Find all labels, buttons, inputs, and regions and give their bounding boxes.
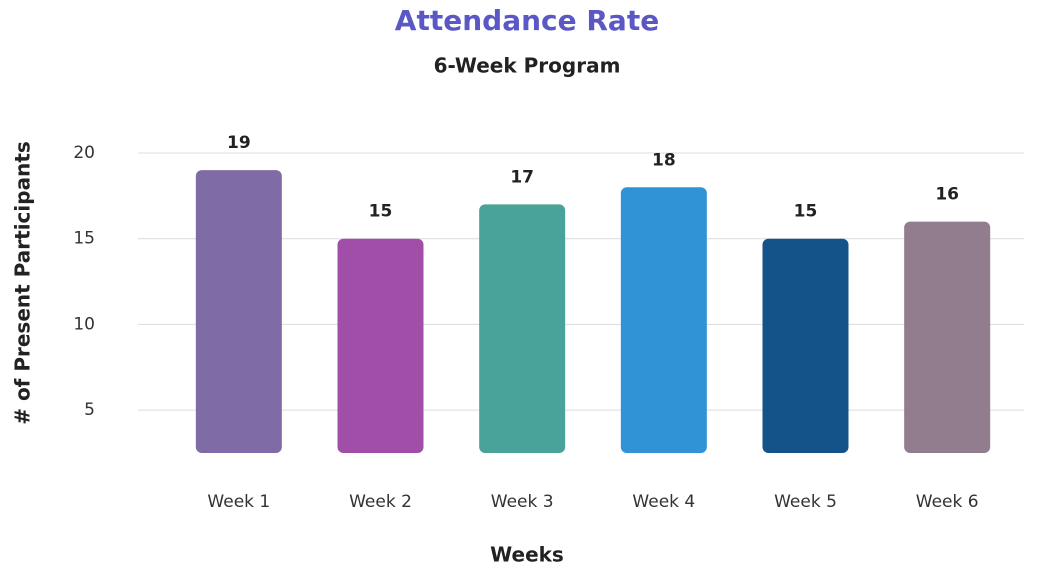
bar bbox=[195, 170, 282, 453]
value-label: 18 bbox=[652, 150, 676, 170]
x-axis-label: Weeks bbox=[490, 543, 564, 567]
value-label: 19 bbox=[227, 133, 251, 153]
bar bbox=[904, 221, 991, 453]
bar bbox=[337, 238, 424, 453]
y-tick-label: 10 bbox=[73, 314, 95, 334]
y-tick-label: 20 bbox=[73, 143, 95, 163]
x-tick-label: Week 3 bbox=[491, 492, 554, 512]
bar bbox=[620, 187, 707, 454]
y-tick-label: 5 bbox=[84, 400, 95, 420]
x-tick-label: Week 5 bbox=[774, 492, 837, 512]
x-tick-label: Week 4 bbox=[632, 492, 695, 512]
x-tick-label: Week 2 bbox=[349, 492, 412, 512]
bar bbox=[479, 204, 566, 453]
chart-subtitle: 6-Week Program bbox=[434, 54, 621, 78]
value-label: 15 bbox=[794, 202, 818, 222]
y-tick-label: 15 bbox=[73, 229, 95, 249]
chart-title: Attendance Rate bbox=[395, 4, 659, 37]
value-label: 16 bbox=[935, 185, 959, 205]
y-axis-label: # of Present Participants bbox=[11, 141, 35, 425]
bar bbox=[762, 238, 849, 453]
x-tick-label: Week 6 bbox=[916, 492, 979, 512]
value-label: 17 bbox=[510, 167, 534, 187]
value-label: 15 bbox=[369, 202, 393, 222]
x-tick-label: Week 1 bbox=[207, 492, 270, 512]
